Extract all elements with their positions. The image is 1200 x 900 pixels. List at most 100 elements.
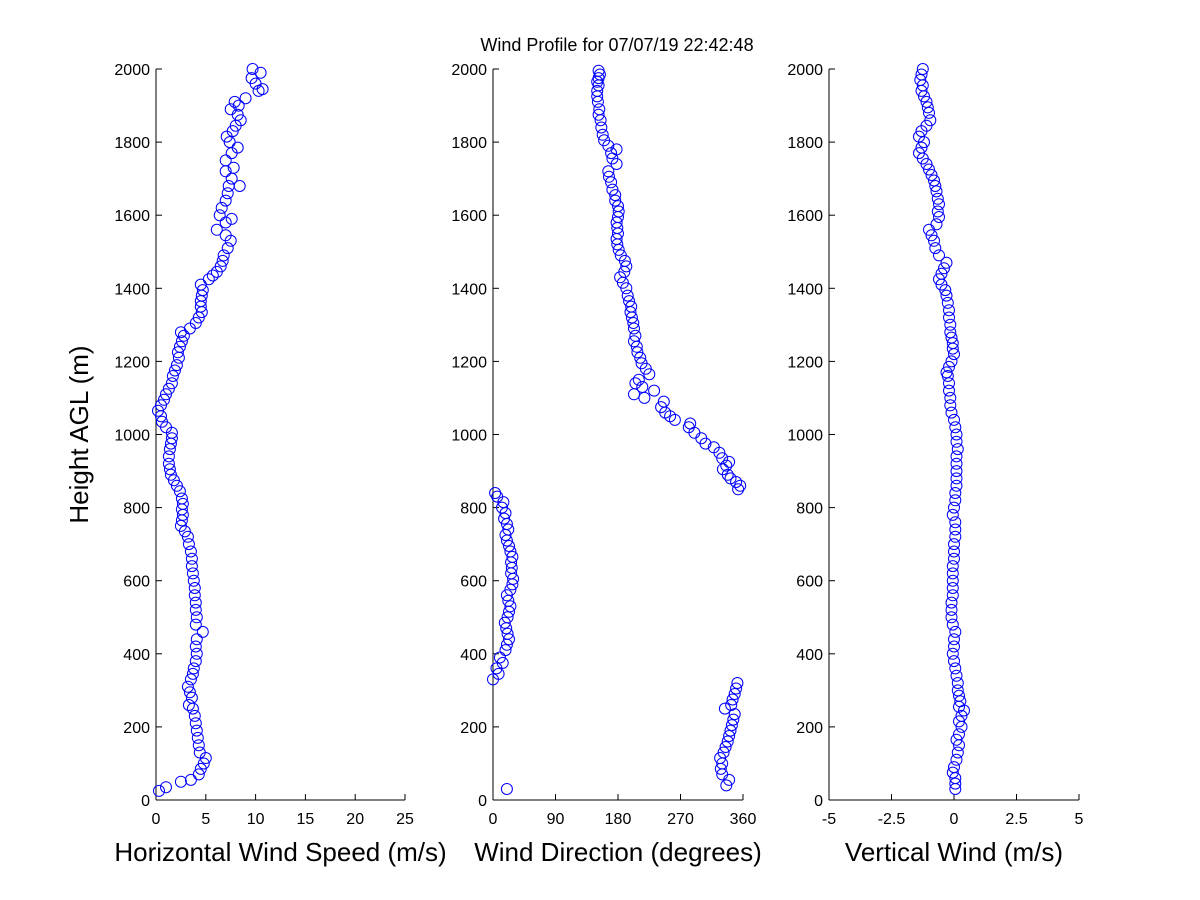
data-point [192, 739, 205, 752]
y-tick-label: 2000 [787, 62, 823, 79]
x-tick-label: 5 [201, 811, 210, 828]
data-point [720, 779, 733, 792]
data-point [185, 560, 198, 573]
data-point [623, 295, 636, 308]
data-point [233, 180, 246, 192]
data-point [187, 574, 200, 587]
data-point [628, 335, 640, 348]
data-point [949, 625, 962, 638]
data-point [246, 63, 259, 75]
data-point [503, 633, 515, 646]
data-point [170, 359, 183, 372]
data-point [189, 640, 202, 653]
data-point [184, 773, 197, 786]
panel-direction: 0 200 400 600 800 1000 1200 1400 1600 1800 2000 0 90… [451, 62, 761, 867]
data-point [946, 582, 959, 594]
data-point [913, 147, 925, 160]
data-point [945, 355, 958, 368]
y-tick-label: 1200 [114, 354, 150, 371]
data-point [724, 724, 737, 737]
data-point [219, 229, 232, 242]
data-point [225, 212, 238, 225]
data-point [496, 501, 508, 514]
data-point [951, 746, 964, 759]
data-point [950, 669, 963, 682]
x-tick-label: 5 [1075, 811, 1084, 828]
y-tick-label: 1800 [114, 135, 150, 152]
data-point [216, 254, 229, 267]
data-points [913, 63, 970, 795]
data-point [232, 99, 245, 112]
y-tick-label: 1200 [451, 354, 487, 371]
data-point [492, 667, 505, 680]
data-point [189, 618, 202, 631]
data-point [609, 189, 622, 202]
data-point [725, 719, 738, 732]
data-point [602, 165, 615, 178]
data-point [603, 170, 615, 183]
data-point [929, 180, 942, 192]
data-point [166, 370, 179, 382]
data-point [721, 735, 734, 748]
y-tick-label: 2000 [114, 62, 150, 79]
y-tick-label: 400 [796, 647, 823, 664]
y-tick-label: 1400 [114, 281, 150, 298]
data-point [727, 713, 740, 726]
data-point [228, 95, 241, 108]
data-point [175, 335, 188, 348]
data-point [946, 647, 959, 660]
y-tick-label: 1000 [787, 428, 823, 445]
data-point [948, 761, 960, 774]
data-point [946, 766, 959, 779]
data-point [951, 443, 964, 456]
y-tick-label: 1800 [787, 135, 823, 152]
data-point [949, 662, 962, 675]
data-point [944, 318, 957, 331]
data-point [193, 746, 206, 759]
data-point [948, 538, 960, 551]
y-tick-label: 800 [796, 501, 823, 518]
data-point [933, 249, 945, 262]
data-point [190, 647, 203, 660]
x-tick-label: 25 [396, 811, 414, 828]
data-point [188, 589, 201, 602]
data-point [946, 589, 959, 602]
x-axis-label: Horizontal Wind Speed (m/s) [114, 837, 446, 867]
data-point [177, 329, 190, 342]
data-point [948, 501, 960, 514]
x-axis-label: Wind Direction (degrees) [474, 837, 762, 867]
data-point [946, 560, 959, 573]
y-tick-label: 0 [141, 793, 150, 810]
data-point [500, 783, 513, 795]
data-point [955, 709, 968, 722]
data-point [192, 768, 205, 781]
data-point [950, 435, 963, 448]
data-point [943, 360, 955, 373]
data-point [196, 284, 209, 297]
data-point [170, 479, 183, 492]
y-tick-label: 0 [814, 793, 823, 810]
data-point [489, 487, 502, 499]
x-tick-label: -2.5 [878, 811, 906, 828]
data-point [631, 346, 644, 359]
x-tick-label: 0 [489, 811, 498, 828]
data-point [648, 384, 661, 397]
data-point [948, 413, 960, 426]
data-point [501, 627, 514, 640]
data-point [181, 680, 194, 693]
data-point [621, 289, 634, 302]
data-point [953, 715, 965, 728]
data-point [950, 428, 963, 441]
y-tick-label: 1600 [451, 208, 487, 225]
x-tick-label: 270 [667, 811, 694, 828]
data-point [189, 717, 202, 730]
data-point [184, 673, 197, 686]
data-point [219, 154, 232, 167]
y-tick-label: 600 [123, 574, 150, 591]
y-tick-label: 800 [460, 501, 487, 518]
data-point [929, 242, 942, 255]
y-tick-label: 1800 [451, 135, 487, 152]
data-point [156, 415, 168, 428]
data-point [183, 686, 196, 699]
data-point [720, 459, 733, 472]
